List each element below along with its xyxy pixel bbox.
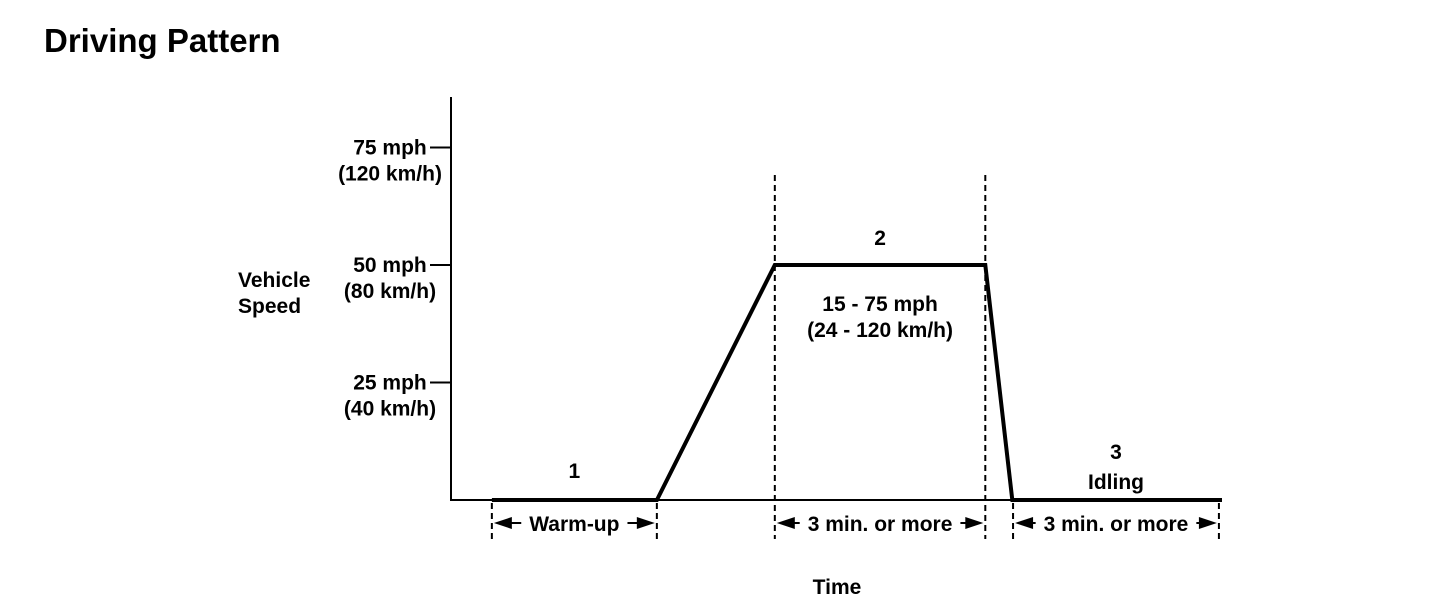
y-axis-label-line2: Speed xyxy=(238,295,301,318)
y-tick-metric-label-75mph: (120 km/h) xyxy=(338,163,442,186)
y-tick-label-50mph: 50 mph xyxy=(353,254,427,277)
y-tick-metric-label-50mph: (80 km/h) xyxy=(344,280,436,303)
phase-3-name-label: Idling xyxy=(1088,471,1144,494)
y-axis-label-line1: Vehicle xyxy=(238,269,310,292)
y-tick-label-25mph: 25 mph xyxy=(353,372,427,395)
phase-2-arrowhead-right-icon xyxy=(965,517,984,529)
speed-line xyxy=(491,263,1222,502)
phase-1-interval-label: Warm-up xyxy=(529,513,619,536)
phase-1-number: 1 xyxy=(569,460,581,483)
phase-2-arrowhead-left-icon xyxy=(776,517,795,529)
y-tick-metric-label-25mph: (40 km/h) xyxy=(344,398,436,421)
page-title: Driving Pattern xyxy=(44,22,281,59)
phase-1: 1 Warm-up xyxy=(490,460,658,539)
y-ticks: 75 mph (120 km/h) 50 mph (80 km/h) 25 mph (40… xyxy=(338,137,452,421)
y-tick-label-75mph: 75 mph xyxy=(353,137,427,160)
phase-3-arrowhead-left-icon xyxy=(1015,517,1034,529)
phases: 1 Warm-up 2 15 - 75 mph (24 - 120 km/h) 3 min… xyxy=(490,175,1220,539)
phase-3-arrowhead-right-icon xyxy=(1198,517,1217,529)
phase-1-arrowhead-left-icon xyxy=(493,517,512,529)
phase-2-range-label: 15 - 75 mph xyxy=(822,293,938,316)
phase-2-range-metric-label: (24 - 120 km/h) xyxy=(807,319,953,342)
phase-2-interval-label: 3 min. or more xyxy=(808,513,953,536)
phase-2-number: 2 xyxy=(874,227,886,250)
phase-3-number: 3 xyxy=(1110,441,1122,464)
phase-3-interval-label: 3 min. or more xyxy=(1044,513,1189,536)
phase-1-arrowhead-right-icon xyxy=(636,517,655,529)
x-axis-label: Time xyxy=(813,576,862,599)
phase-3: 3 Idling 3 min. or more xyxy=(1012,441,1220,539)
phase-2: 2 15 - 75 mph (24 - 120 km/h) 3 min. or mor… xyxy=(773,175,987,539)
